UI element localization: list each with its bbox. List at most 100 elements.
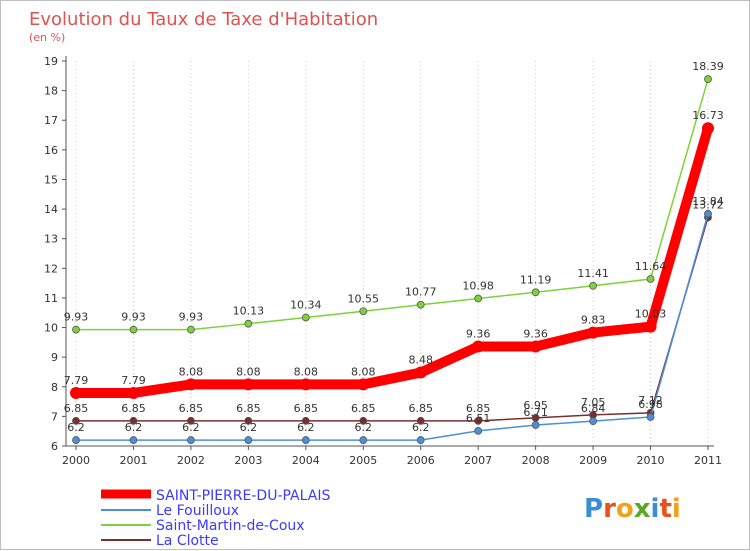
data-label-saint-pierre-du-palais: 10.03	[635, 308, 667, 321]
data-label-saint-martin-de-coux: 9.93	[121, 311, 146, 324]
data-label-saint-pierre-du-palais: 8.48	[408, 354, 433, 367]
data-label-la-clotte: 6.95	[523, 399, 548, 412]
series-line-saint-martin-de-coux	[75, 78, 709, 331]
x-tick-label: 2005	[349, 454, 377, 467]
logo-letter: i	[672, 494, 681, 524]
x-tick-label: 2004	[292, 454, 320, 467]
data-label-saint-martin-de-coux: 10.13	[233, 305, 265, 318]
data-label-la-clotte: 7.05	[581, 396, 606, 409]
x-tick-label: 2008	[522, 454, 550, 467]
data-label-saint-martin-de-coux: 9.93	[64, 311, 89, 324]
x-tick-label: 2006	[407, 454, 435, 467]
data-point-la-clotte	[359, 416, 368, 425]
data-label-saint-pierre-du-palais: 8.08	[179, 365, 204, 378]
data-point-saint-pierre-du-palais	[70, 386, 82, 399]
data-label-la-clotte: 6.85	[64, 402, 89, 415]
data-point-la-clotte	[187, 416, 195, 425]
y-tick-label: 16	[44, 144, 58, 157]
data-label-le-fouilloux: 6.2	[67, 421, 85, 434]
data-label-saint-pierre-du-palais: 9.83	[581, 314, 606, 327]
y-tick-label: 13	[44, 233, 58, 246]
data-point-la-clotte	[244, 416, 253, 425]
data-label-le-fouilloux: 6.71	[523, 406, 548, 419]
legend: SAINT-PIERRE-DU-PALAIS Le Fouilloux Sain…	[101, 488, 330, 549]
data-point-saint-martin-de-coux	[704, 75, 712, 83]
logo-letter: x	[634, 494, 651, 524]
y-tick-label: 7	[51, 410, 58, 423]
legend-label-le-fouilloux: Le Fouilloux	[156, 503, 239, 519]
data-point-saint-pierre-du-palais	[357, 378, 370, 391]
data-point-le-fouilloux	[244, 436, 253, 444]
x-tick-label: 2007	[464, 454, 492, 467]
data-point-la-clotte	[416, 416, 425, 425]
chart-subtitle: (en %)	[29, 31, 65, 44]
data-point-le-fouilloux	[301, 436, 310, 444]
data-label-saint-martin-de-coux: 10.55	[348, 292, 380, 305]
data-label-la-clotte: 6.85	[236, 402, 261, 415]
data-label-le-fouilloux: 13.84	[692, 195, 724, 208]
chart-title: Evolution du Taux de Taxe d'Habitation	[29, 9, 378, 30]
data-label-la-clotte: 13.72	[692, 198, 724, 211]
data-label-saint-pierre-du-palais: 16.73	[692, 109, 724, 122]
logo-letter: t	[659, 494, 671, 524]
data-label-la-clotte: 6.85	[179, 402, 204, 415]
data-label-saint-martin-de-coux: 9.93	[179, 311, 204, 324]
y-tick-label: 12	[44, 262, 58, 275]
data-point-saint-pierre-du-palais	[472, 340, 485, 353]
data-label-saint-martin-de-coux: 10.98	[462, 280, 494, 293]
data-point-saint-martin-de-coux	[129, 325, 138, 334]
data-label-le-fouilloux: 6.2	[240, 421, 258, 434]
series-lines	[70, 75, 714, 444]
data-label-le-fouilloux: 6.2	[297, 421, 315, 434]
data-label-saint-martin-de-coux: 10.77	[405, 286, 437, 299]
data-point-saint-martin-de-coux	[72, 325, 80, 334]
data-label-le-fouilloux: 6.2	[412, 421, 430, 434]
data-point-saint-martin-de-coux	[359, 307, 368, 316]
data-point-le-fouilloux	[72, 436, 80, 444]
data-label-la-clotte: 6.85	[294, 402, 319, 415]
y-tick-label: 9	[51, 351, 58, 364]
data-point-le-fouilloux	[474, 426, 483, 435]
y-tick-label: 19	[44, 55, 58, 68]
data-label-le-fouilloux: 6.2	[125, 421, 143, 434]
x-tick-label: 2002	[177, 454, 205, 467]
data-label-la-clotte: 6.85	[351, 402, 376, 415]
legend-label-la-clotte: La Clotte	[156, 533, 219, 549]
y-tick-label: 11	[44, 292, 58, 305]
y-tick-label: 6	[51, 440, 58, 453]
logo-letter: r	[603, 494, 616, 524]
data-point-saint-martin-de-coux	[531, 288, 540, 297]
data-point-saint-martin-de-coux	[646, 275, 655, 283]
data-label-saint-pierre-du-palais: 7.79	[121, 374, 146, 387]
data-point-la-clotte	[129, 416, 138, 425]
data-point-saint-pierre-du-palais	[127, 386, 140, 399]
y-tick-label: 18	[44, 85, 58, 98]
y-tick-label: 8	[51, 381, 58, 394]
data-point-saint-pierre-du-palais	[702, 122, 714, 135]
data-label-saint-pierre-du-palais: 8.08	[351, 365, 376, 378]
data-point-le-fouilloux	[646, 413, 655, 421]
x-tick-label: 2003	[234, 454, 262, 467]
axes: 6 7 8 9 10 11 12 13 14 15 16 17 18 19 2000 2001 2002 2003…	[44, 55, 722, 467]
data-label-le-fouilloux: 6.98	[638, 398, 663, 411]
data-point-saint-martin-de-coux	[187, 325, 195, 334]
data-point-saint-martin-de-coux	[244, 319, 253, 328]
data-point-la-clotte	[301, 416, 310, 425]
data-point-saint-pierre-du-palais	[587, 326, 600, 339]
data-label-le-fouilloux: 6.2	[182, 421, 200, 434]
y-tick-label: 14	[44, 203, 58, 216]
data-point-saint-martin-de-coux	[301, 313, 310, 322]
data-point-saint-martin-de-coux	[474, 294, 483, 303]
data-point-saint-pierre-du-palais	[299, 378, 312, 391]
legend-label-saint-pierre: SAINT-PIERRE-DU-PALAIS	[156, 488, 330, 504]
legend-label-saint-martin: Saint-Martin-de-Coux	[156, 518, 305, 534]
data-label-saint-martin-de-coux: 11.41	[577, 267, 609, 280]
x-tick-label: 2010	[637, 454, 665, 467]
data-label-saint-pierre-du-palais: 8.08	[236, 365, 261, 378]
data-label-saint-martin-de-coux: 10.34	[290, 298, 322, 311]
data-label-le-fouilloux: 6.51	[466, 412, 491, 425]
data-point-la-clotte	[474, 416, 483, 425]
data-label-le-fouilloux: 6.2	[355, 421, 373, 434]
data-point-saint-pierre-du-palais	[644, 320, 657, 333]
